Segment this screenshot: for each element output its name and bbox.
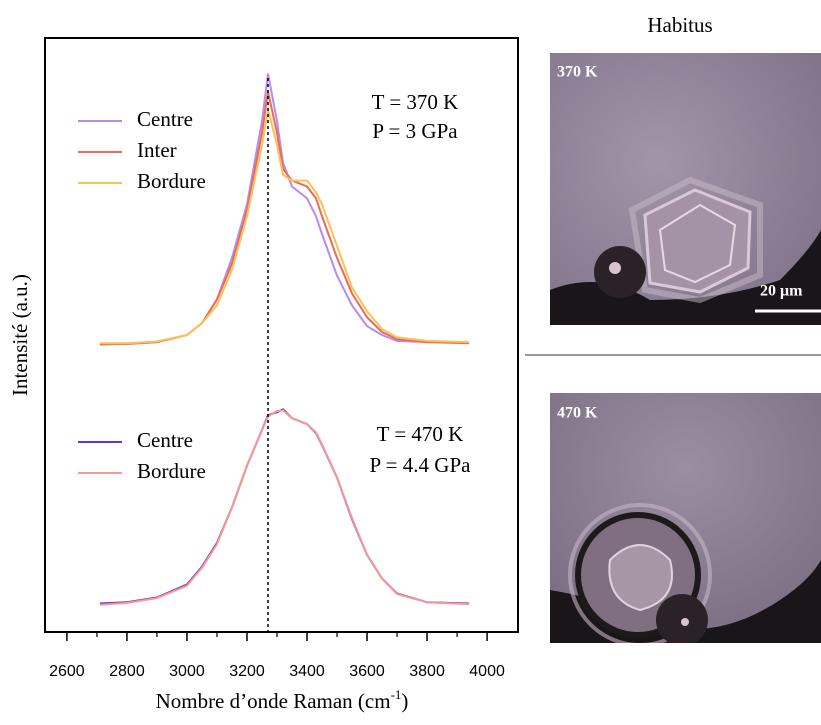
micrograph-470 (550, 393, 821, 643)
x-tick-label: 3400 (289, 663, 325, 680)
x-axis-label-text: Nombre d’onde Raman (cm (156, 689, 391, 713)
x-axis-label: Nombre d’onde Raman (cm-1) (156, 687, 409, 713)
legend-label: Inter (137, 138, 177, 162)
annotation: P = 3 GPa (372, 119, 458, 143)
scale-bar-label: 20 μm (760, 283, 803, 300)
plot-frame (44, 37, 519, 633)
spectrum-line (99, 109, 470, 345)
x-tick-label: 2600 (49, 663, 85, 680)
x-tick-label: 4000 (469, 663, 505, 680)
images-title: Habitus (647, 13, 712, 37)
annotation: P = 4.4 GPa (370, 453, 472, 477)
x-tick-label: 3200 (229, 663, 265, 680)
panel-label: 370 K (557, 64, 598, 81)
annotation: T = 470 K (377, 422, 464, 446)
spectrum-line (99, 409, 470, 606)
x-tick-label: 3000 (169, 663, 205, 680)
x-tick-label: 2800 (109, 663, 145, 680)
legend-label: Bordure (137, 459, 206, 483)
x-axis-label-tail: ) (401, 689, 408, 713)
x-axis-label-sup: -1 (391, 687, 402, 702)
annotation: T = 370 K (372, 90, 459, 114)
panel-label: 470 K (557, 405, 598, 422)
x-tick-label: 3600 (349, 663, 385, 680)
micrograph-370 (550, 53, 821, 325)
y-axis-label: Intensité (a.u.) (8, 274, 32, 396)
legend-label: Centre (137, 428, 193, 452)
legend-label: Bordure (137, 169, 206, 193)
legend-label: Centre (137, 107, 193, 131)
x-tick-label: 3800 (409, 663, 445, 680)
